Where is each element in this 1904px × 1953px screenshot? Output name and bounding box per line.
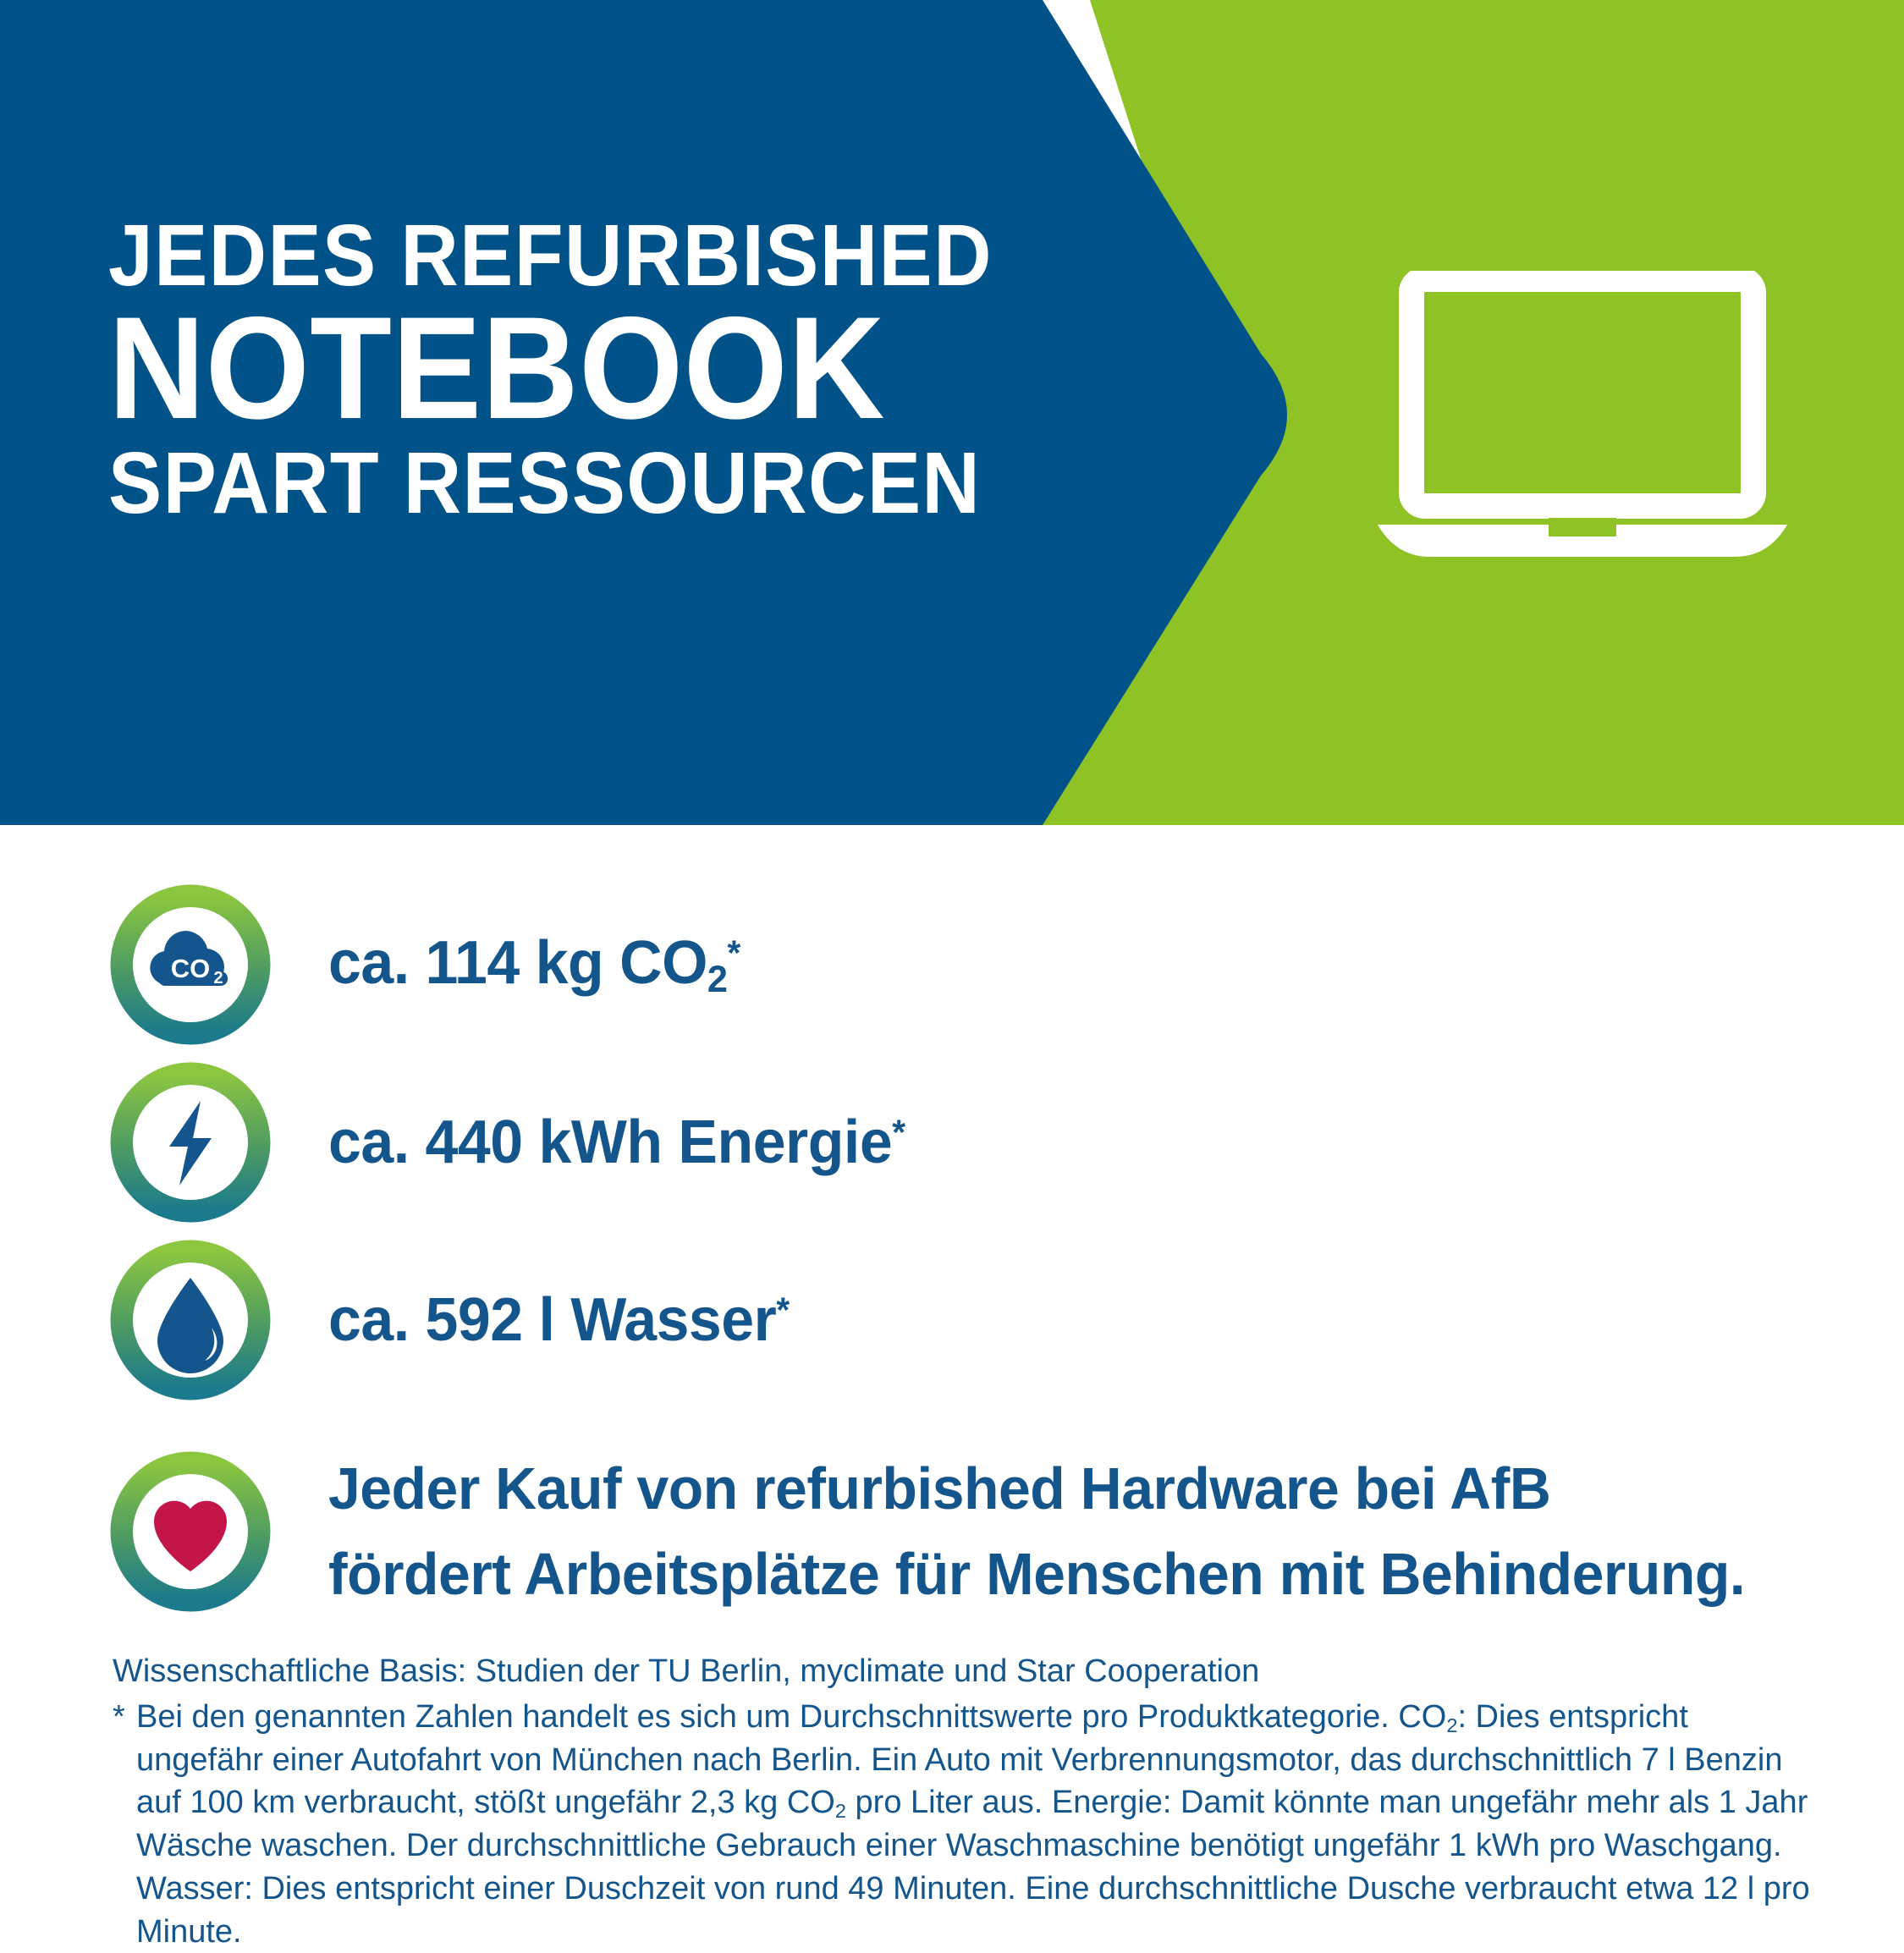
stat-row-water: ca. 592 l Wasser* — [0, 1231, 1904, 1409]
footnote-starred: * Bei den genannten Zahlen handelt es si… — [113, 1696, 1813, 1953]
stat-row-co2: CO 2 ca. 114 kg CO2* — [0, 876, 1904, 1054]
header-background-shapes — [0, 0, 1904, 825]
footnote-source: Wissenschaftliche Basis: Studien der TU … — [113, 1653, 1260, 1689]
svg-text:CO: CO — [171, 954, 211, 983]
stat-footnote-mark-co2: * — [727, 932, 741, 973]
footnote-star-mark: * — [113, 1698, 125, 1735]
footnote-body: Bei den genannten Zahlen handelt es sich… — [136, 1696, 1813, 1953]
stat-label-energy: ca. 440 kWh Energie* — [328, 1108, 905, 1177]
stat-row-energy: ca. 440 kWh Energie* — [0, 1054, 1904, 1231]
footnote-sub-1: 2 — [1446, 1714, 1458, 1736]
footnote-body-part2: : Dies entspricht ungefähr einer Autofah… — [136, 1698, 1783, 1821]
stat-footnote-mark-energy: * — [892, 1112, 905, 1153]
header-headline-group: JEDES REFURBISHED NOTEBOOK SPART RESSOUR… — [108, 206, 1005, 531]
stat-label-co2: ca. 114 kg CO2* — [328, 928, 740, 1001]
footnotes-block: Wissenschaftliche Basis: Studien der TU … — [113, 1650, 1813, 1953]
headline-line-1: JEDES REFURBISHED — [108, 206, 993, 304]
water-drop-icon — [110, 1240, 271, 1400]
co2-cloud-icon: CO 2 — [110, 884, 271, 1045]
highlight-line-1: Jeder Kauf von refurbished Hardware bei … — [328, 1455, 1551, 1521]
stat-subscript-co2: 2 — [707, 958, 728, 1000]
stat-row-highlight: Jeder Kauf von refurbished Hardware bei … — [0, 1409, 1904, 1654]
blue-chevron-panel — [0, 0, 1287, 825]
header-banner: JEDES REFURBISHED NOTEBOOK SPART RESSOUR… — [0, 0, 1904, 825]
highlight-line-2: fördert Arbeitsplätze für Menschen mit B… — [328, 1541, 1746, 1607]
stat-value-water: ca. 592 l Wasser — [328, 1286, 777, 1354]
svg-text:2: 2 — [213, 969, 223, 988]
footnote-body-part1: Bei den genannten Zahlen handelt es sich… — [136, 1698, 1447, 1735]
stat-label-highlight: Jeder Kauf von refurbished Hardware bei … — [328, 1446, 1857, 1618]
green-panel — [969, 0, 1904, 825]
stats-list: CO 2 ca. 114 kg CO2* — [0, 876, 1904, 1654]
stat-label-water: ca. 592 l Wasser* — [328, 1285, 790, 1355]
heart-icon — [110, 1451, 271, 1612]
laptop-icon — [1371, 271, 1794, 558]
cloud-shape — [150, 931, 228, 986]
stat-value-energy: ca. 440 kWh Energie — [328, 1109, 893, 1176]
lightning-bolt-icon — [110, 1062, 271, 1223]
stat-footnote-mark-water: * — [776, 1290, 790, 1330]
footnote-sub-2: 2 — [834, 1800, 846, 1823]
headline-line-3: SPART RESSOURCEN — [108, 433, 982, 531]
stat-value-co2: ca. 114 kg CO — [328, 929, 707, 998]
headline-line-2: NOTEBOOK — [108, 286, 885, 449]
